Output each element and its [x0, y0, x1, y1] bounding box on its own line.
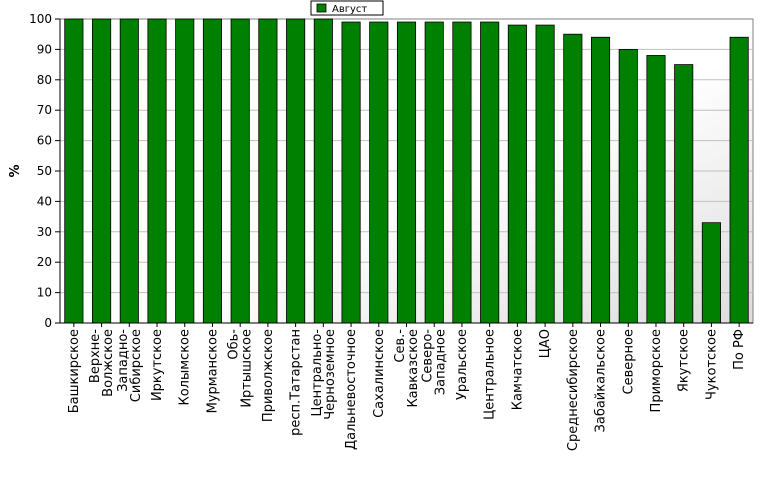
x-category-label: Обь-Иртышское: [227, 329, 255, 408]
legend: Август: [310, 0, 384, 16]
x-category-label: Башкирское: [67, 329, 82, 413]
bar: [341, 21, 361, 324]
bar: [286, 18, 306, 324]
legend-swatch: [316, 3, 327, 13]
bar: [175, 18, 195, 324]
y-tick-label: 30: [37, 225, 52, 239]
y-tick-label: 50: [37, 164, 52, 178]
bar: [119, 18, 139, 324]
x-category-label: Северное: [621, 329, 636, 394]
bar: [480, 21, 500, 324]
x-category-label: По РФ: [732, 329, 747, 370]
bar: [590, 36, 611, 324]
y-tick-label: 80: [37, 73, 52, 87]
bar: [535, 24, 555, 324]
x-category-label: Приволжское: [261, 329, 276, 422]
bar: [64, 18, 84, 324]
bar: [369, 21, 389, 324]
x-category-label: Сев.-Кавказское: [393, 329, 421, 408]
x-category-label: Дальневосточное: [344, 329, 359, 450]
x-category-label: Западно-Сибирское: [116, 329, 144, 403]
y-tick-label: 10: [37, 286, 52, 300]
bar: [646, 55, 666, 324]
x-category-label: Сахалинское: [372, 329, 387, 418]
y-tick-label: 20: [37, 255, 52, 269]
y-axis-label: %: [8, 164, 23, 177]
x-category-label: Центральное: [483, 329, 498, 420]
x-category-label: Центрально-Черноземное: [310, 329, 338, 420]
y-tick-label: 40: [37, 194, 52, 208]
bars: [64, 18, 749, 324]
bar: [396, 21, 417, 324]
y-axis-ticks: 0 10 20 30 40 50 60 70 80 90 100: [29, 12, 60, 330]
bar: [424, 21, 444, 324]
y-tick-label: 60: [37, 134, 52, 148]
y-tick-label: 100: [29, 12, 52, 26]
bar: [563, 33, 583, 324]
legend-label: Август: [332, 4, 367, 15]
bar: [258, 18, 278, 324]
bar: [202, 18, 223, 324]
x-category-label: Уральское: [455, 329, 470, 400]
x-category-label: Якутское: [677, 329, 692, 392]
x-category-label: респ.Татарстан: [289, 329, 304, 436]
bar: [674, 64, 694, 324]
y-tick-label: 90: [37, 42, 52, 56]
x-category-label: Среднесибирское: [566, 329, 581, 451]
y-tick-label: 0: [44, 316, 52, 330]
x-category-label: Северо-Западное: [421, 329, 449, 396]
x-category-label: Камчатское: [510, 329, 525, 410]
x-category-label: Чукотское: [704, 329, 719, 400]
bar: [92, 18, 112, 324]
x-category-label: Верхне-Волжское: [88, 329, 116, 397]
x-category-label: Мурманское: [205, 329, 220, 413]
bar: [701, 222, 721, 324]
x-category-label: Забайкальское: [594, 329, 609, 432]
x-category-label: Приморское: [649, 329, 664, 412]
bar: [507, 24, 527, 324]
x-axis-labels: Башкирское Верхне-Волжское Западно-Сибирск…: [67, 323, 747, 451]
bar: [729, 36, 749, 324]
y-tick-label: 70: [37, 103, 52, 117]
bar: [147, 18, 167, 324]
bar: [618, 49, 638, 324]
bar: [230, 18, 250, 324]
x-category-label: ЦАО: [538, 329, 553, 358]
x-category-label: Колымское: [178, 329, 193, 406]
bar: [313, 18, 333, 324]
x-category-label: Иркутское: [150, 329, 165, 401]
bar: [452, 21, 472, 324]
